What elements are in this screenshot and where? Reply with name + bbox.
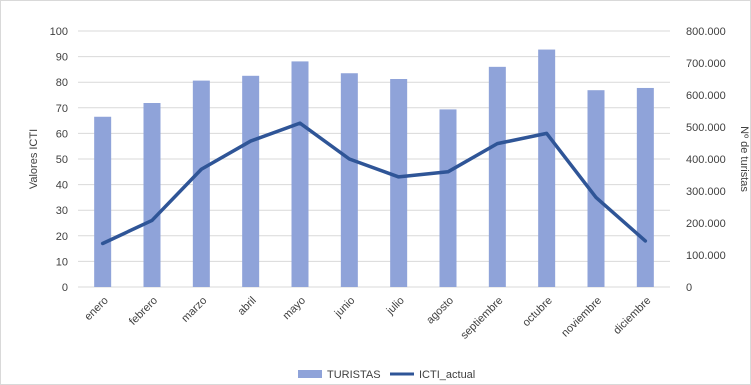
y-left-tick-label: 90 xyxy=(56,52,68,64)
y-right-tick-label: 600.000 xyxy=(686,90,726,102)
y-right-tick-label: 200.000 xyxy=(686,218,726,230)
x-tick-label-mayo: mayo xyxy=(281,295,309,323)
y-right-tick-label: 800.000 xyxy=(686,26,726,38)
bar-julio xyxy=(390,79,408,287)
x-tick-label-abril: abril xyxy=(236,295,259,318)
y-right-tick-label: 300.000 xyxy=(686,186,726,198)
legend-swatch-turistas xyxy=(298,370,322,378)
bar-abril xyxy=(242,75,260,287)
y-left-tick-label: 0 xyxy=(62,282,68,294)
y-left-tick-label: 100 xyxy=(50,26,68,38)
x-tick-label-diciembre: diciembre xyxy=(611,295,653,337)
x-tick-label-octubre: octubre xyxy=(520,295,554,329)
y-left-tick-label: 70 xyxy=(56,103,68,115)
x-axis-ticks: enero febrero marzo abril mayo junio julio agos… xyxy=(82,295,653,342)
legend-label-icti: ICTI_actual xyxy=(419,369,475,381)
legend: TURISTAS ICTI_actual xyxy=(298,369,475,381)
y-right-tick-label: 400.000 xyxy=(686,154,726,166)
y-axis-right-title: Nº de turistas xyxy=(738,126,750,192)
bar-diciembre xyxy=(636,87,654,288)
y-left-tick-label: 40 xyxy=(56,180,68,192)
y-right-tick-label: 0 xyxy=(686,282,692,294)
y-axis-right-ticks: 0 100.000 200.000 300.000 400.000 500.000 600.… xyxy=(686,26,726,294)
bar-enero xyxy=(94,116,112,287)
x-tick-label-noviembre: noviembre xyxy=(559,295,604,340)
bar-septiembre xyxy=(488,66,506,287)
line-path-icti xyxy=(100,121,648,246)
y-left-tick-label: 60 xyxy=(56,128,68,140)
y-left-tick-label: 50 xyxy=(56,154,68,166)
bar-junio xyxy=(340,73,358,288)
x-tick-label-julio: julio xyxy=(384,295,407,318)
bar-marzo xyxy=(192,80,210,287)
x-tick-label-marzo: marzo xyxy=(179,295,209,325)
bar-octubre xyxy=(538,49,556,288)
y-right-tick-label: 100.000 xyxy=(686,250,726,262)
x-tick-label-septiembre: septiembre xyxy=(458,295,505,342)
x-tick-label-enero: enero xyxy=(82,295,110,323)
bar-agosto xyxy=(439,109,457,288)
y-axis-left-ticks: 0 10 20 30 40 50 60 70 80 90 100 xyxy=(50,26,68,294)
y-axis-left-title: Valores ICTI xyxy=(28,129,40,189)
bar-mayo xyxy=(291,61,309,288)
y-left-tick-label: 10 xyxy=(56,256,68,268)
x-tick-label-febrero: febrero xyxy=(127,295,160,328)
y-right-tick-label: 700.000 xyxy=(686,58,726,70)
y-left-tick-label: 20 xyxy=(56,231,68,243)
x-tick-label-junio: junio xyxy=(332,295,358,321)
y-left-tick-label: 30 xyxy=(56,205,68,217)
line-series-icti xyxy=(100,121,648,246)
x-tick-label-agosto: agosto xyxy=(424,295,456,327)
bar-febrero xyxy=(143,103,161,287)
grid-lines xyxy=(78,30,670,288)
legend-label-turistas: TURISTAS xyxy=(327,369,381,381)
bar-noviembre xyxy=(587,90,605,287)
y-right-tick-label: 500.000 xyxy=(686,122,726,134)
y-left-tick-label: 80 xyxy=(56,77,68,89)
